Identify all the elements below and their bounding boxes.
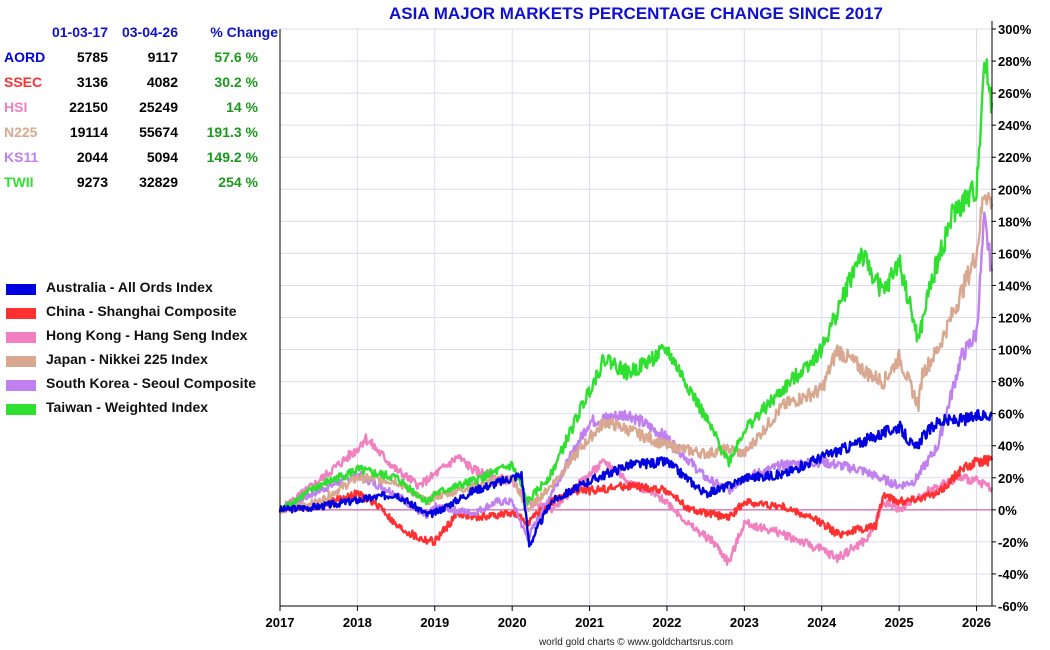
y-tick-label: 240% <box>998 118 1032 133</box>
y-tick-label: -60% <box>998 599 1029 614</box>
y-tick-label: -20% <box>998 535 1029 550</box>
y-tick-label: 80% <box>998 375 1024 390</box>
stats-change-value: 30.2 % <box>214 74 258 90</box>
series-line-n225 <box>278 191 994 514</box>
legend-swatch <box>6 356 36 367</box>
x-tick-label: 2024 <box>807 615 837 630</box>
chart-title: ASIA MAJOR MARKETS PERCENTAGE CHANGE SIN… <box>388 4 884 23</box>
x-tick-label: 2017 <box>266 615 295 630</box>
y-tick-label: 0% <box>998 503 1017 518</box>
stats-start-value: 19114 <box>69 124 108 140</box>
x-tick-label: 2019 <box>420 615 449 630</box>
legend-label: Australia - All Ords Index <box>46 279 213 295</box>
y-tick-label: 300% <box>998 22 1032 37</box>
stats-end-value: 5094 <box>146 149 178 165</box>
stats-change-value: 14 % <box>226 99 258 115</box>
y-tick-label: 280% <box>998 54 1032 69</box>
x-tick-label: 2021 <box>575 615 604 630</box>
stats-symbol: N225 <box>4 124 38 140</box>
y-tick-label: 60% <box>998 407 1024 422</box>
stats-symbol: SSEC <box>4 74 43 90</box>
x-tick-label: 2026 <box>962 615 991 630</box>
stats-change-value: 254 % <box>218 174 258 190</box>
legend-swatch <box>6 284 36 295</box>
legend-swatch <box>6 380 36 391</box>
y-tick-label: 180% <box>998 214 1032 229</box>
end-date-header: 03-04-26 <box>121 24 178 40</box>
legend-swatch <box>6 308 36 319</box>
x-tick-label: 2018 <box>343 615 372 630</box>
stats-start-value: 9273 <box>76 174 108 190</box>
start-date-header: 01-03-17 <box>51 24 108 40</box>
stats-start-value: 5785 <box>76 49 108 65</box>
y-tick-label: 220% <box>998 150 1032 165</box>
y-tick-label: 260% <box>998 86 1032 101</box>
y-tick-label: 200% <box>998 182 1032 197</box>
legend-label: Japan - Nikkei 225 Index <box>46 351 208 367</box>
stats-start-value: 22150 <box>69 99 108 115</box>
series-line-aord <box>278 409 993 548</box>
y-tick-label: 140% <box>998 278 1032 293</box>
stats-symbol: HSI <box>4 99 28 115</box>
series-line-ssec <box>278 454 994 546</box>
chart-credit: world gold charts © www.goldchartsrus.co… <box>538 637 734 648</box>
stats-symbol: AORD <box>4 49 46 65</box>
stats-end-value: 4082 <box>146 74 178 90</box>
y-tick-label: 100% <box>998 343 1032 358</box>
y-tick-label: 160% <box>998 246 1032 261</box>
stats-end-value: 32829 <box>139 174 178 190</box>
y-tick-label: 20% <box>998 471 1024 486</box>
stats-end-value: 9117 <box>147 49 178 65</box>
stats-change-value: 57.6 % <box>214 49 258 65</box>
stats-end-value: 25249 <box>139 99 178 115</box>
y-tick-label: -40% <box>998 567 1029 582</box>
y-tick-label: 120% <box>998 311 1032 326</box>
legend-label: South Korea - Seoul Composite <box>46 375 257 391</box>
x-tick-label: 2022 <box>652 615 681 630</box>
legend-label: China - Shanghai Composite <box>46 303 237 319</box>
change-header: % Change <box>210 24 278 40</box>
stats-end-value: 55674 <box>139 124 178 140</box>
stats-start-value: 2044 <box>76 149 108 165</box>
stats-symbol: KS11 <box>4 149 39 165</box>
legend-swatch <box>6 332 36 343</box>
series-line-hsi <box>278 433 994 566</box>
legend-label: Taiwan - Weighted Index <box>46 399 209 415</box>
x-tick-label: 2025 <box>885 615 914 630</box>
stats-start-value: 3136 <box>76 74 108 90</box>
stats-change-value: 149.2 % <box>206 149 258 165</box>
x-tick-label: 2020 <box>498 615 527 630</box>
series-line-twii <box>278 58 994 511</box>
stats-symbol: TWII <box>4 174 34 190</box>
legend-swatch <box>6 404 36 415</box>
y-tick-label: 40% <box>998 439 1024 454</box>
legend-label: Hong Kong - Hang Seng Index <box>46 327 248 343</box>
stats-change-value: 191.3 % <box>206 124 258 140</box>
x-tick-label: 2023 <box>730 615 759 630</box>
